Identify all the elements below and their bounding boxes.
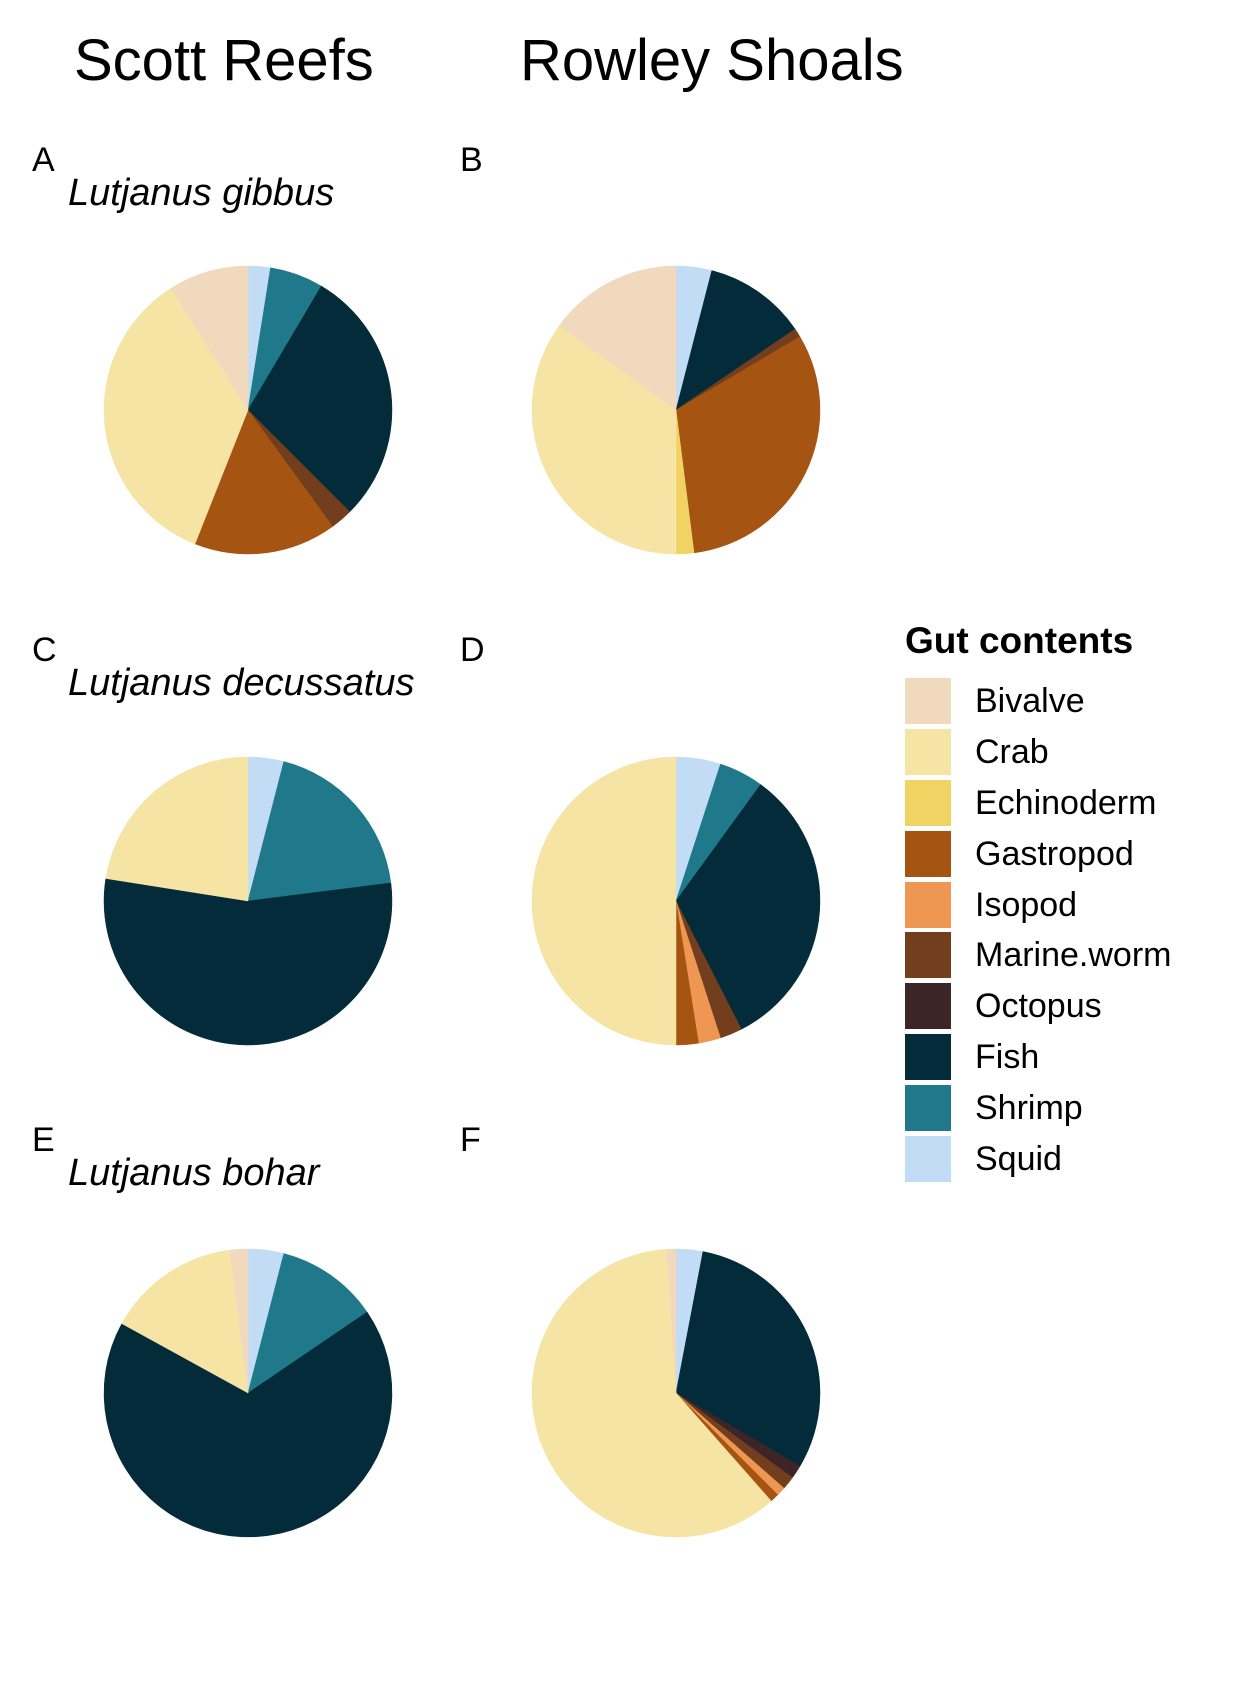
legend-item-bivalve: Bivalve <box>905 676 1171 727</box>
legend-label: Crab <box>975 733 1049 772</box>
pie-slice-gastropod <box>675 336 821 554</box>
pie-slice-bivalve <box>559 265 677 411</box>
legend-swatch <box>905 1084 951 1131</box>
species-label-gibbus: Lutjanus gibbus <box>68 172 335 214</box>
legend-title: Gut contents <box>905 620 1134 661</box>
legend-label: Isopod <box>975 885 1078 924</box>
pie-slice-crab <box>531 1249 772 1538</box>
pie-slice-gastropod <box>194 409 333 555</box>
legend-item-isopod: Isopod <box>905 879 1171 930</box>
pie-slice-shrimp <box>247 1253 368 1394</box>
legend-item-fish: Fish <box>905 1032 1171 1083</box>
legend-item-squid: Squid <box>905 1133 1171 1184</box>
pie-slice-bivalve <box>229 1248 249 1394</box>
panel-label-d: D <box>460 631 485 669</box>
pie-slice-crab <box>121 1249 249 1394</box>
panel-label-e: E <box>32 1121 55 1159</box>
pie-slice-shrimp <box>247 761 392 902</box>
legend-swatch <box>905 932 951 979</box>
legend-item-crab: Crab <box>905 727 1171 778</box>
legend-swatch <box>905 983 951 1030</box>
legend-swatch <box>905 1135 951 1182</box>
pie-e <box>103 1248 393 1538</box>
legend-label: Bivalve <box>975 682 1085 721</box>
legend-swatch <box>905 779 951 826</box>
panel-label-c: C <box>32 631 57 669</box>
legend-label: Echinoderm <box>975 783 1157 822</box>
pie-slice-fish <box>103 1311 393 1538</box>
pie-c <box>103 756 393 1046</box>
pie-slice-fish <box>675 784 821 1030</box>
legend-items: Bivalve Crab Echinoderm Gastropod Isopod Mari… <box>905 676 1171 1184</box>
pie-slice-fish <box>675 270 796 411</box>
legend-item-shrimp: Shrimp <box>905 1082 1171 1133</box>
panel-label-b: B <box>460 141 483 179</box>
legend-swatch <box>905 881 951 928</box>
legend: Gut contents Bivalve Crab Echinoderm Gastro… <box>905 618 1171 1184</box>
legend-label: Octopus <box>975 987 1102 1026</box>
pie-b <box>531 265 821 555</box>
pie-slice-bivalve <box>666 1248 677 1394</box>
pie-slice-crab <box>531 325 677 555</box>
legend-label: Marine.worm <box>975 936 1172 975</box>
column-header-scott-reefs: Scott Reefs <box>74 28 374 93</box>
legend-swatch <box>905 1033 951 1080</box>
pie-slice-crab <box>103 288 249 545</box>
pie-f <box>531 1248 821 1538</box>
species-label-bohar: Lutjanus bohar <box>68 1152 320 1194</box>
legend-item-echinoderm: Echinoderm <box>905 778 1171 829</box>
legend-item-marine-worm: Marine.worm <box>905 930 1171 981</box>
pie-a <box>103 265 393 555</box>
pie-slice-crab <box>531 756 677 1046</box>
legend-label: Fish <box>975 1037 1040 1076</box>
pie-slice-fish <box>103 878 393 1046</box>
pie-slice-crab <box>105 756 249 902</box>
legend-swatch <box>905 830 951 877</box>
legend-item-octopus: Octopus <box>905 981 1171 1032</box>
legend-swatch <box>905 678 951 725</box>
pie-slice-bivalve <box>170 265 249 411</box>
pie-slice-fish <box>247 285 393 513</box>
panel-label-a: A <box>32 141 55 179</box>
legend-label: Gastropod <box>975 834 1134 873</box>
pie-slice-fish <box>675 1251 821 1467</box>
column-header-rowley-shoals: Rowley Shoals <box>520 28 904 93</box>
legend-label: Squid <box>975 1139 1062 1178</box>
pie-d <box>531 756 821 1046</box>
legend-item-gastropod: Gastropod <box>905 828 1171 879</box>
species-label-decussatus: Lutjanus decussatus <box>68 662 415 704</box>
panel-label-f: F <box>460 1121 481 1159</box>
legend-label: Shrimp <box>975 1088 1083 1127</box>
legend-swatch <box>905 729 951 776</box>
